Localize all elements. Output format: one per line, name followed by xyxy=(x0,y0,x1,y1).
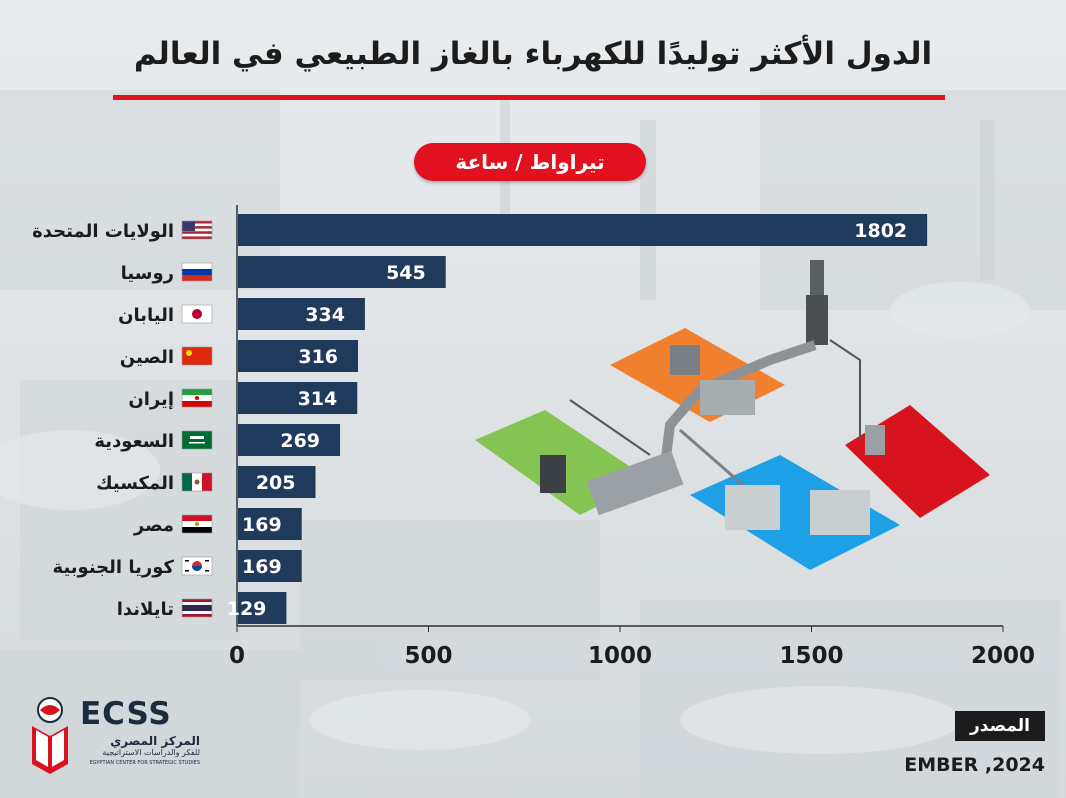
bar-value-label: 205 xyxy=(256,472,296,494)
bar xyxy=(238,382,358,414)
bar xyxy=(238,466,316,498)
iran-flag-icon xyxy=(181,388,213,408)
bar-value-label: 545 xyxy=(386,262,426,284)
x-tick-label: 0 xyxy=(229,643,245,669)
category-label: السعودية xyxy=(94,431,174,452)
category-label: مصر xyxy=(133,515,174,536)
ecss-emblem-icon xyxy=(32,697,68,774)
category-label: كوريا الجنوبية xyxy=(53,557,175,578)
gas-power-plant-illustration xyxy=(475,260,990,570)
turbine xyxy=(586,450,684,516)
mexico-flag-icon xyxy=(181,472,213,492)
x-tick-label: 1000 xyxy=(588,643,652,669)
bar xyxy=(238,424,341,456)
thailand-flag-icon xyxy=(181,598,213,618)
logo-arabic-name: المركز المصري xyxy=(110,734,200,748)
us-flag-icon xyxy=(181,220,213,240)
category-label: الصين xyxy=(120,347,174,368)
category-label: تايلاندا xyxy=(117,599,174,620)
category-label: اليابان xyxy=(118,305,174,326)
china-flag-icon xyxy=(181,346,213,366)
x-tick-label: 2000 xyxy=(971,643,1035,669)
bar xyxy=(238,340,359,372)
bar xyxy=(238,256,446,288)
bar-value-label: 129 xyxy=(227,598,267,620)
bar xyxy=(238,214,928,246)
bar-value-label: 314 xyxy=(298,388,338,410)
title-underline xyxy=(113,95,945,100)
ecss-logo: ECSS المركز المصري للفكر والدراسات الاست… xyxy=(28,696,208,776)
logo-arabic-subtitle: للفكر والدراسات الاستراتيجية xyxy=(102,748,200,757)
bar-value-label: 334 xyxy=(305,304,345,326)
saudi-flag-icon xyxy=(181,430,213,450)
category-label: الولايات المتحدة xyxy=(32,221,174,242)
bar-value-label: 169 xyxy=(242,514,282,536)
russia-flag-icon xyxy=(181,262,213,282)
category-label: المكسيك xyxy=(96,473,174,494)
category-label: روسيا xyxy=(121,263,174,284)
bar xyxy=(238,592,287,624)
bar xyxy=(238,550,302,582)
unit-label-pill: تيراواط / ساعة xyxy=(414,143,646,181)
bar-value-label: 1802 xyxy=(854,220,907,242)
logo-name: ECSS xyxy=(80,696,172,732)
category-label: إيران xyxy=(128,389,174,410)
bar xyxy=(238,298,365,330)
bar-value-label: 169 xyxy=(242,556,282,578)
page-title: الدول الأكثر توليدًا للكهرباء بالغاز الط… xyxy=(133,36,933,72)
bar xyxy=(238,508,302,540)
bar-value-label: 316 xyxy=(298,346,338,368)
japan-flag-icon xyxy=(181,304,213,324)
bar-value-label: 269 xyxy=(280,430,320,452)
x-tick-label: 1500 xyxy=(779,643,843,669)
source-label: المصدر xyxy=(955,711,1045,741)
source-text: EMBER ,2024 xyxy=(904,754,1045,776)
egypt-flag-icon xyxy=(181,514,213,534)
x-tick-label: 500 xyxy=(404,643,452,669)
south-korea-flag-icon xyxy=(181,556,213,576)
logo-english-subtitle: EGYPTIAN CENTER FOR STRATEGIC STUDIES xyxy=(89,760,200,766)
